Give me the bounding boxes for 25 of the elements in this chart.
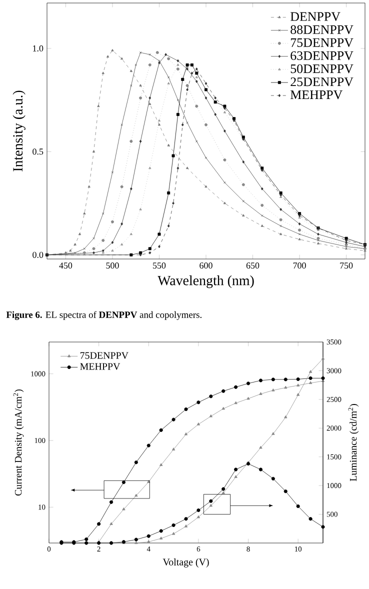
y2-axis-title: Luminance (cd/m$^{2}$) [348,404,359,482]
legend-label: 50DENPPV [290,64,354,74]
legend-label: MEHPPV [290,90,343,100]
x-axis-title: Voltage (V) [162,558,209,568]
x-axis-title: Wavelength (nm) [158,275,254,288]
legend-label: 88DENPPV [290,25,354,34]
x-tick-label: 700 [293,262,306,269]
legend-label: DENPPV [290,12,340,21]
y-tick-label: 0.0 [32,252,44,258]
text: Figure 6. EL spectra of DENPPV and copolymers. [6,311,202,320]
x-tick-label: 450 [59,262,72,269]
y-tick-label: 0.5 [32,148,44,155]
y-axis-title: Current Density (mA/cm$^{2}$) [13,389,24,496]
x-tick-label: 750 [340,262,353,269]
y-tick-label: 1.0 [33,45,44,52]
legend-label: 75DENPPV [80,352,128,359]
x-tick-label: 650 [246,262,260,269]
legend-label: 25DENPPV [290,77,354,86]
x-tick-label: 600 [200,262,212,269]
y-axis-title: Intensity (a.u.) [12,90,26,172]
legend-label: 75DENPPV [290,38,354,48]
x-tick-label: 550 [153,262,166,269]
x-tick-label: 500 [106,262,119,269]
legend-label: MEHPPV [80,363,120,370]
legend-label: 63DENPPV [290,51,354,60]
